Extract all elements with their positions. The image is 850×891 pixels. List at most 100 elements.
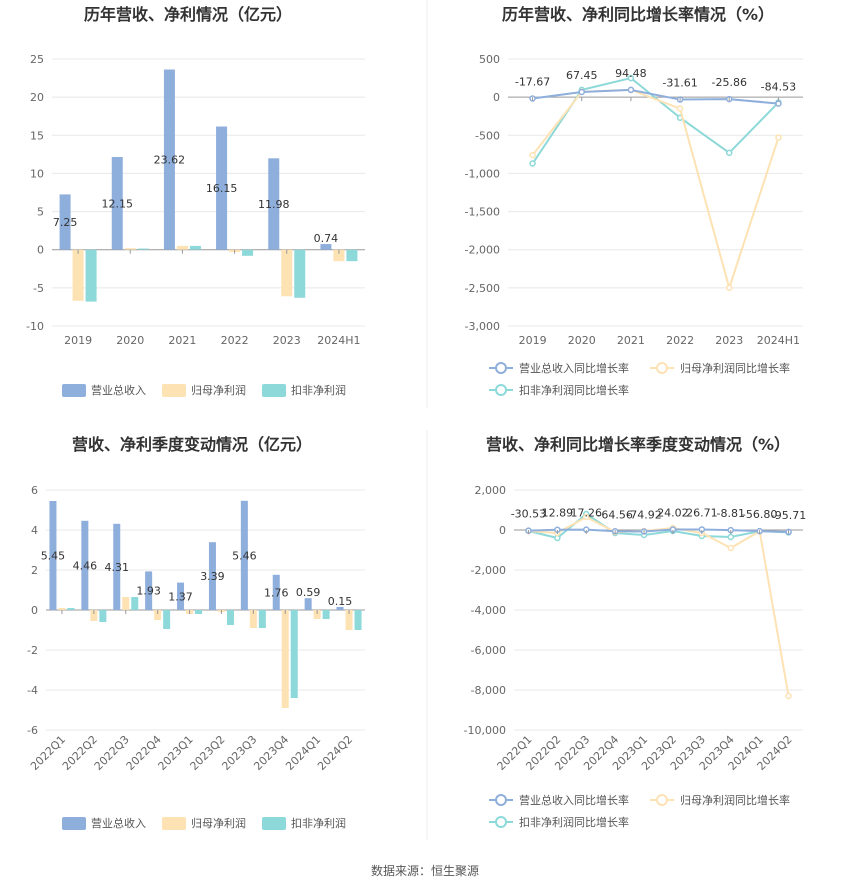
chart-2-legend-marker bbox=[656, 362, 668, 374]
chart-2-point bbox=[726, 149, 733, 157]
chart-1-data-label: 0.74 bbox=[314, 232, 339, 245]
chart-2-y-tick-label: -500 bbox=[475, 129, 500, 142]
chart-2-point bbox=[529, 160, 536, 167]
chart-3-y-tick-label: -2 bbox=[27, 644, 38, 657]
chart-4-data-label: -74.92 bbox=[626, 508, 661, 521]
chart-4-quarterly-growth-rate: -10,000 -8,000 -6,000 -4,000 -2,000 0 2,000 -30… bbox=[464, 484, 807, 829]
chart-1-x-tick-label: 2022 bbox=[221, 334, 249, 347]
chart-2-x-tick-label: 2022 bbox=[666, 334, 694, 347]
chart-2-point bbox=[775, 134, 782, 141]
chart-1-bar bbox=[346, 249, 358, 262]
chart-2-x-tick-label: 2021 bbox=[617, 334, 645, 347]
chart-3-bar bbox=[322, 610, 330, 619]
chart-1-y-tick-label: 25 bbox=[30, 53, 44, 66]
chart-3-data-label: 3.39 bbox=[200, 570, 225, 583]
chart-4-y-tick-label: 0 bbox=[499, 524, 506, 537]
chart-3-bar bbox=[145, 571, 153, 610]
chart-1-data-label: 16.15 bbox=[206, 182, 238, 195]
chart-1-bar bbox=[137, 248, 149, 250]
chart-2-legend-marker bbox=[495, 384, 507, 396]
chart-3-y-tick-label: 2 bbox=[31, 564, 38, 577]
chart-4-y-tick-label: 2,000 bbox=[475, 484, 507, 497]
chart-4-point bbox=[583, 513, 590, 521]
chart-3-bar bbox=[272, 574, 280, 610]
chart-4-y-tick-label: -10,000 bbox=[464, 724, 506, 737]
chart-2-data-label: -84.53 bbox=[761, 81, 796, 94]
chart-3-bar bbox=[154, 610, 162, 620]
chart-1-data-label: 7.25 bbox=[53, 216, 78, 229]
chart-1-bar bbox=[85, 249, 97, 302]
chart-3-legend-label: 归母净利润 bbox=[191, 816, 246, 830]
chart-3-y-tick-label: 0 bbox=[31, 604, 38, 617]
chart-3-bar bbox=[290, 610, 298, 698]
chart-1-x-tick-label: 2024H1 bbox=[317, 334, 360, 347]
chart-4-point bbox=[727, 533, 734, 541]
chart-3-bar bbox=[226, 610, 234, 625]
chart-2-y-tick-label: 0 bbox=[493, 91, 500, 104]
chart-3-bar bbox=[122, 597, 130, 610]
chart-1-bar bbox=[189, 245, 201, 250]
chart-2-y-tick-label: -2,000 bbox=[465, 244, 500, 257]
chart-1-bar bbox=[59, 194, 71, 250]
chart-1-title: 历年营收、净利情况（亿元） bbox=[84, 5, 292, 24]
chart-2-legend-marker bbox=[495, 362, 507, 374]
chart-4-series-line bbox=[528, 515, 790, 697]
chart-3-x-tick-label: 2024Q2 bbox=[315, 733, 355, 773]
chart-2-annual-growth-rate: -3,000 -2,500 -2,000 -1,500 -1,000 -500 0 500 -1… bbox=[465, 53, 803, 397]
chart-4-point bbox=[727, 544, 734, 552]
chart-4-data-label: -95.71 bbox=[771, 509, 806, 522]
chart-3-bar bbox=[354, 610, 362, 630]
chart-2-point bbox=[529, 151, 536, 159]
chart-1-bar bbox=[216, 126, 228, 250]
chart-1-data-label: 12.15 bbox=[102, 197, 134, 210]
chart-2-y-tick-label: -3,000 bbox=[465, 320, 500, 333]
chart-2-title: 历年营收、净利同比增长率情况（%） bbox=[502, 5, 774, 24]
chart-1-legend-label: 扣非净利润 bbox=[291, 383, 346, 397]
chart-3-data-label: 4.46 bbox=[73, 559, 98, 572]
chart-2-y-tick-label: -1,500 bbox=[465, 206, 500, 219]
chart-3-bar bbox=[249, 610, 257, 628]
chart-2-data-label: 67.45 bbox=[566, 69, 598, 82]
chart-2-x-tick-label: 2023 bbox=[715, 334, 743, 347]
chart-4-data-label: 17.26 bbox=[571, 507, 603, 520]
chart-3-bar bbox=[81, 520, 89, 610]
chart-1-y-tick-label: 5 bbox=[37, 206, 44, 219]
chart-4-legend-marker bbox=[495, 794, 507, 806]
chart-3-legend-swatch bbox=[62, 817, 86, 830]
chart-1-legend-swatch bbox=[62, 384, 86, 397]
chart-3-y-tick-label: -4 bbox=[27, 684, 38, 697]
chart-2-series-line bbox=[532, 88, 779, 105]
chart-2-point bbox=[676, 105, 684, 112]
chart-4-data-label: -64.56 bbox=[597, 508, 632, 521]
chart-3-bar bbox=[99, 610, 107, 622]
chart-2-legend-label: 营业总收入同比增长率 bbox=[519, 361, 629, 375]
chart-4-legend-label: 营业总收入同比增长率 bbox=[519, 793, 629, 807]
chart-3-bar bbox=[281, 610, 289, 708]
chart-1-legend-label: 营业总收入 bbox=[91, 383, 146, 397]
chart-4-point bbox=[785, 692, 792, 700]
data-source-note: 数据来源：恒生聚源 bbox=[371, 863, 479, 878]
chart-1-bar bbox=[333, 249, 345, 262]
chart-3-bar bbox=[131, 597, 139, 610]
chart-1-bar bbox=[281, 249, 293, 297]
chart-3-title: 营收、净利季度变动情况（亿元） bbox=[72, 435, 312, 454]
chart-1-x-tick-label: 2019 bbox=[64, 334, 92, 347]
chart-2-y-tick-label: -2,500 bbox=[465, 282, 500, 295]
chart-4-data-label: -30.53 bbox=[511, 508, 546, 521]
chart-3-bar bbox=[304, 598, 312, 610]
chart-1-bar bbox=[268, 158, 280, 250]
chart-4-data-label: -8.81 bbox=[717, 507, 745, 520]
chart-3-data-label: 1.76 bbox=[264, 586, 289, 599]
chart-1-y-tick-label: 15 bbox=[30, 129, 44, 142]
chart-3-y-tick-label: -6 bbox=[27, 724, 38, 737]
chart-1-y-tick-label: 10 bbox=[30, 167, 44, 180]
chart-4-legend-label: 扣非净利润同比增长率 bbox=[519, 815, 629, 829]
chart-4-y-tick-label: -4,000 bbox=[471, 604, 506, 617]
chart-3-bar bbox=[195, 610, 203, 614]
chart-1-bar bbox=[320, 244, 332, 250]
chart-1-x-tick-label: 2023 bbox=[273, 334, 301, 347]
chart-4-title: 营收、净利同比增长率季度变动情况（%） bbox=[486, 435, 790, 454]
chart-3-bar bbox=[113, 523, 121, 610]
chart-2-y-tick-label: -1,000 bbox=[465, 167, 500, 180]
chart-1-legend-swatch bbox=[262, 384, 286, 397]
